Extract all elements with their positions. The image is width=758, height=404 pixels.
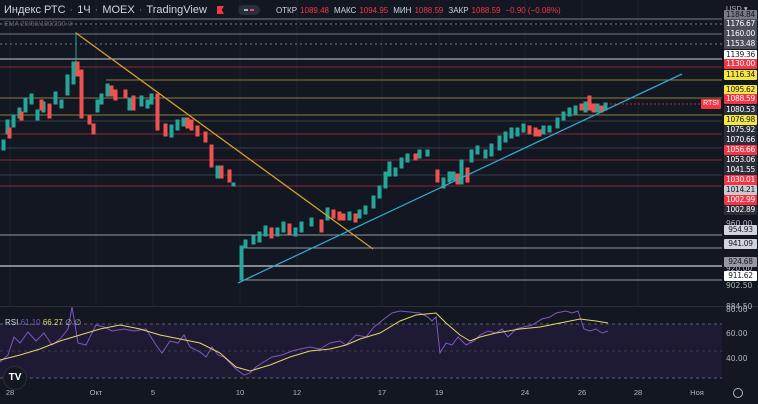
tradingview-logo-icon[interactable]: TV [3, 366, 27, 390]
time-tick-label: Окт [89, 388, 103, 397]
time-tick-label: 28 [5, 388, 15, 397]
settings-gear-icon[interactable] [733, 388, 743, 398]
price-pane[interactable] [0, 0, 722, 306]
rsi-pane[interactable] [0, 307, 722, 385]
low-value: 1088.59 [414, 5, 444, 15]
price-level-label: 911.62 [724, 271, 757, 281]
price-level-label: 1041.55 [724, 165, 757, 175]
change-value: −0.90 (−0.08%) [505, 5, 561, 15]
candles [1, 32, 608, 281]
ema-legend[interactable]: EMA 20/50/100/200 ⊘ [4, 21, 74, 28]
price-level-label: 1002.99 [724, 195, 757, 205]
time-tick-label: Ноя [690, 388, 704, 397]
price-level-label: 1095.62 [724, 85, 757, 95]
rsi-value: 61.10 [20, 318, 41, 327]
high-value: 1094.95 [359, 5, 389, 15]
symbol-name[interactable]: Индекс РТС [4, 4, 66, 16]
rsi-tick-label: 80.00 [726, 305, 748, 314]
data-source: TradingView [146, 4, 207, 16]
price-axis[interactable]: USD ▾ 960.00 920.00 902.50 884.50 80.00 60.00… [722, 0, 758, 385]
price-level-label: 924.68 [724, 257, 757, 267]
price-level-label: 1116.34 [724, 70, 757, 80]
rsi-legend[interactable]: RSI 61.10 66.27 ∅ ∅ [5, 318, 82, 327]
interval[interactable]: 1Ч [77, 4, 91, 16]
ohlc-values: ОТКР 1089.48 МАКС 1094.95 МИН 1088.59 ЗАКР 1… [275, 5, 561, 15]
ticker-tag: RTSI [701, 99, 721, 109]
price-level-label: 1160.00 [724, 29, 757, 39]
open-value: 1089.48 [300, 5, 329, 15]
time-tick-label: 12 [292, 388, 302, 397]
time-tick-label: 19 [434, 388, 444, 397]
price-level-label: 1056.66 [724, 145, 757, 155]
time-tick-label: 5 [150, 388, 156, 397]
price-level-label: 1030.01 [724, 175, 757, 185]
toggle-icon[interactable] [237, 5, 260, 15]
time-tick-label: 24 [520, 388, 530, 397]
currency-selector[interactable]: USD ▾ [726, 4, 748, 13]
price-level-label: 1080.53 [724, 105, 757, 115]
price-level-label: 1153.48 [724, 39, 757, 49]
price-tick-label: 884.50 [726, 302, 753, 311]
time-tick-label: 17 [377, 388, 387, 397]
price-level-label: 1070.66 [724, 135, 757, 145]
price-level-label: 1053.06 [724, 155, 757, 165]
price-level-label: 1176.67 [724, 19, 757, 29]
price-level-label: 1184.84 [724, 10, 757, 20]
price-level-label: 1076.98 [724, 115, 757, 125]
price-level-label: 954.93 [724, 225, 757, 235]
price-level-label: 1002.89 [724, 205, 757, 215]
price-level-label: 1139.36 [724, 50, 757, 60]
flag-icon[interactable] [216, 6, 224, 14]
horizontal-levels [0, 23, 722, 281]
rsi-chart[interactable] [0, 307, 722, 385]
price-level-label: 1075.92 [724, 125, 757, 135]
chart-header: Индекс РТС · 1Ч · MOEX · TradingView ОТК… [4, 4, 561, 16]
price-tick-label: 920.00 [726, 264, 753, 273]
rsi-ma-value: 66.27 [42, 318, 63, 327]
price-level-label: 941.09 [724, 239, 757, 249]
uptrend-line [237, 73, 683, 284]
close-value: 1088.59 [471, 5, 501, 15]
price-tick-label: 960.00 [726, 219, 753, 228]
exchange: MOEX [102, 4, 135, 16]
price-tick-label: 902.50 [726, 281, 753, 290]
time-tick-label: 10 [235, 388, 245, 397]
price-level-label: 1088.59 [724, 94, 757, 104]
pane-separator[interactable] [0, 306, 758, 307]
rsi-tick-label: 60.00 [726, 329, 748, 338]
time-tick-label: 28 [633, 388, 643, 397]
time-axis[interactable]: 28 Окт 5 10 12 17 19 24 26 28 Ноя [0, 385, 722, 404]
rsi-tick-label: 40.00 [726, 354, 748, 363]
candlestick-chart[interactable] [0, 0, 722, 306]
price-level-label: 1014.21 [724, 185, 757, 195]
downtrend-line [75, 32, 374, 250]
price-level-label: 1130.00 [724, 59, 757, 69]
time-tick-label: 26 [577, 388, 587, 397]
